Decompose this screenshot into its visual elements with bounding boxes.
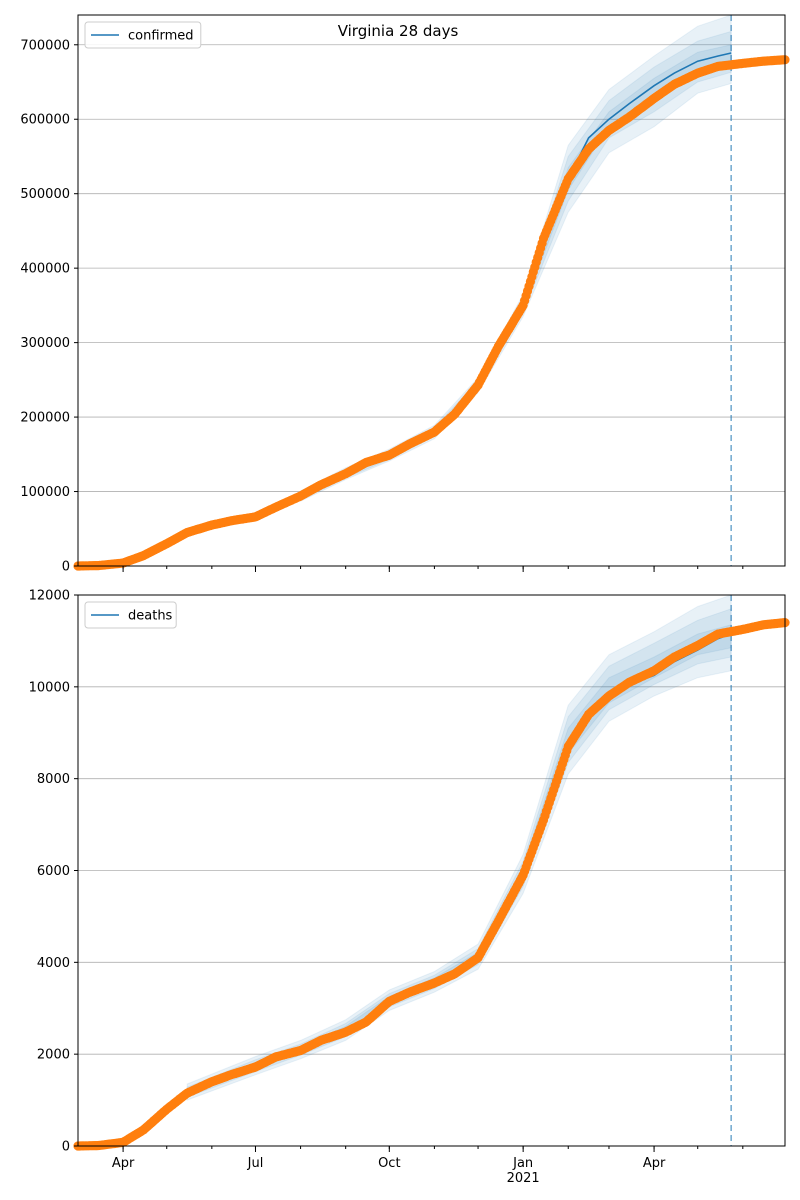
y-tick-label: 400000 [20, 262, 70, 277]
deaths-panel: 0 2000 4000 6000 8000 10000 12000 Apr Jul Oct Jan2… [29, 589, 790, 1186]
x-tick-label: Apr [112, 1156, 135, 1171]
y-tick-label: 200000 [20, 411, 70, 426]
y-tick-label: 100000 [20, 485, 70, 500]
y-tick-label: 0 [62, 560, 70, 575]
legend-label: confirmed [128, 29, 194, 44]
y-tick-label: 700000 [20, 38, 70, 53]
x-tick-label: Jul [247, 1156, 264, 1171]
y-tick-label: 8000 [37, 772, 70, 787]
uncertainty-band [300, 14, 732, 502]
y-tick-label: 2000 [37, 1048, 70, 1063]
legend-label: deaths [128, 609, 173, 624]
uncertainty-band [186, 608, 732, 1099]
legend-box [84, 21, 202, 49]
y-tick-label: 12000 [29, 589, 70, 604]
y-tick-label: 6000 [37, 864, 70, 879]
confirmed-panel: 0 100000 200000 300000 400000 500000 600000 700… [20, 14, 790, 575]
y-tick-label: 4000 [37, 956, 70, 971]
model-series-line [77, 633, 732, 1147]
y-tick-label: 0 [62, 1140, 70, 1155]
legend-box [84, 601, 177, 629]
x-tick-sublabel: 2021 [507, 1171, 540, 1186]
observed-series [73, 618, 790, 1151]
x-tick-label: Apr [643, 1156, 666, 1171]
x-tick-label: Jan [512, 1156, 533, 1171]
legend: confirmed [84, 21, 202, 49]
y-tick-label: 10000 [29, 680, 70, 695]
y-tick-label: 600000 [20, 113, 70, 128]
plot-frame [77, 14, 786, 567]
uncertainty-band [300, 30, 732, 501]
observed-series [73, 55, 790, 571]
y-tick-label: 300000 [20, 336, 70, 351]
y-tick-label: 500000 [20, 187, 70, 202]
chart-title: Virginia 28 days [338, 22, 459, 40]
legend: deaths [84, 601, 177, 629]
x-tick-label: Oct [378, 1156, 400, 1171]
